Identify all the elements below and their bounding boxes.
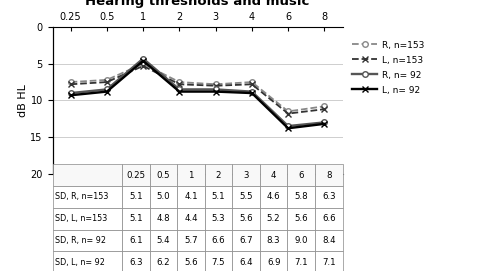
Legend: R, n=153, L, n=153, R, n= 92, L, n= 92: R, n=153, L, n=153, R, n= 92, L, n= 92 <box>348 37 428 98</box>
Y-axis label: dB HL: dB HL <box>18 84 28 117</box>
Title: Hearing thresholds and music: Hearing thresholds and music <box>86 0 310 8</box>
